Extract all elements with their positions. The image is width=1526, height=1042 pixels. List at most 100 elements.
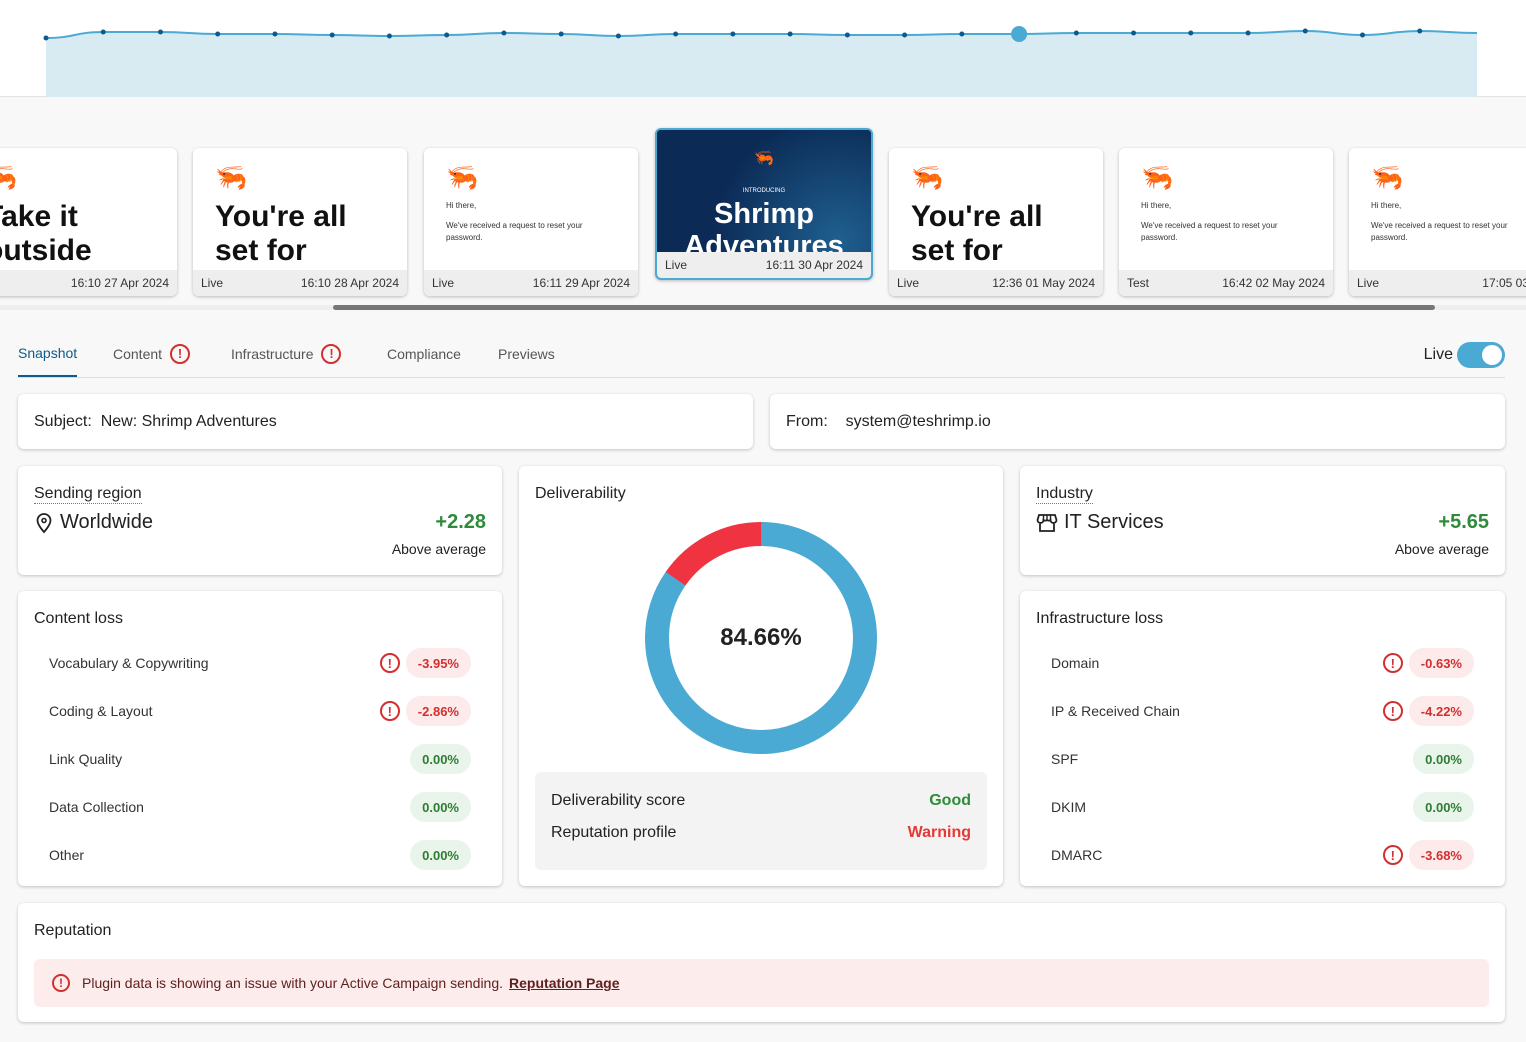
alert-icon: ! bbox=[170, 343, 191, 364]
preview-thumbnail[interactable]: 🦐 You're all set for Live 16:10 28 Apr 2024 bbox=[193, 148, 407, 296]
loss-name: Link Quality bbox=[49, 751, 123, 767]
tab-snapshot[interactable]: Snapshot bbox=[18, 330, 78, 377]
preview-footer: Live 16:10 28 Apr 2024 bbox=[193, 270, 407, 296]
loss-value-badge: 0.00% bbox=[1413, 744, 1474, 774]
shrimp-logo-icon: 🦐 bbox=[754, 150, 774, 167]
loss-row[interactable]: DMARC! -3.68% bbox=[1051, 840, 1474, 870]
timeline-point[interactable] bbox=[501, 30, 507, 36]
timeline-point[interactable] bbox=[329, 32, 335, 38]
preview-thumbnail[interactable]: 🦐 Take it outside 16:10 27 Apr 2024 bbox=[0, 148, 177, 296]
preview-thumbnail[interactable]: 🦐 Hi there, We've received a request to re… bbox=[424, 148, 638, 296]
preview-time: 16:10 27 Apr 2024 bbox=[70, 276, 169, 290]
loss-row[interactable]: Data Collection 0.00% bbox=[49, 792, 471, 822]
loss-row[interactable]: IP & Received Chain! -4.22% bbox=[1051, 696, 1474, 726]
preview-time: 16:42 02 May 2024 bbox=[1222, 276, 1325, 290]
loss-row[interactable]: Link Quality 0.00% bbox=[49, 744, 471, 774]
shrimp-logo-icon: 🦐 bbox=[1371, 162, 1404, 192]
loss-value-badge: -2.86% bbox=[405, 696, 471, 726]
industry-card: Industry IT Services +5.65 Above average bbox=[1020, 466, 1505, 575]
timeline-area bbox=[46, 31, 1477, 97]
shrimp-logo-icon: 🦐 bbox=[446, 162, 479, 192]
preview-time: 17:05 03 May bbox=[1482, 276, 1526, 290]
alert-icon: ! bbox=[379, 701, 400, 721]
loss-value-badge: -3.68% bbox=[1408, 840, 1474, 870]
loss-name: Coding & Layout bbox=[49, 703, 153, 719]
location-pin-icon bbox=[36, 512, 52, 533]
preview-time: 16:11 30 Apr 2024 bbox=[765, 258, 863, 272]
timeline-point[interactable] bbox=[844, 32, 850, 38]
loss-row[interactable]: DKIM 0.00% bbox=[1051, 792, 1474, 822]
timeline-point[interactable] bbox=[787, 31, 793, 37]
from-value: system@teshrimp.io bbox=[845, 412, 991, 430]
loss-row[interactable]: Other 0.00% bbox=[49, 840, 471, 870]
tab-content[interactable]: Content! bbox=[113, 330, 191, 377]
preview-text: We've received a request to reset your p… bbox=[1371, 221, 1508, 242]
from-card: From: system@teshrimp.io bbox=[770, 394, 1505, 449]
region-label[interactable]: Sending region bbox=[34, 485, 142, 504]
loss-name: Other bbox=[49, 847, 85, 863]
tab-bar: Snapshot Content! Infrastructure! Compli… bbox=[18, 330, 1505, 378]
loss-row[interactable]: Domain! -0.63% bbox=[1051, 648, 1474, 678]
industry-label[interactable]: Industry bbox=[1036, 485, 1093, 504]
preview-body: 🦐 Hi there, We've received a request to re… bbox=[1119, 148, 1333, 270]
content-loss-card: Content loss Vocabulary & Copywriting! -3… bbox=[18, 591, 502, 886]
toggle-switch[interactable] bbox=[1457, 342, 1505, 368]
loss-name: SPF bbox=[1051, 751, 1079, 767]
preview-status: Live bbox=[201, 276, 224, 290]
loss-row[interactable]: Coding & Layout! -2.86% bbox=[49, 696, 471, 726]
timeline-point[interactable] bbox=[100, 29, 106, 35]
preview-greeting: Hi there, bbox=[1371, 201, 1402, 210]
timeline-point[interactable] bbox=[730, 31, 736, 37]
timeline-point[interactable] bbox=[1131, 30, 1137, 36]
alert-icon: ! bbox=[321, 343, 342, 364]
carousel-scrollbar-thumb[interactable] bbox=[333, 305, 1435, 310]
preview-time: 16:11 29 Apr 2024 bbox=[532, 276, 630, 290]
score-value: Good bbox=[929, 792, 971, 809]
preview-body: 🦐 Hi there, We've received a request to re… bbox=[424, 148, 638, 270]
timeline-point-selected[interactable] bbox=[1011, 26, 1028, 42]
tab-label: Snapshot bbox=[18, 344, 78, 361]
timeline-point[interactable] bbox=[1417, 28, 1423, 34]
preview-thumbnail[interactable]: 🦐 INTRODUCING Shrimp Adventures Live 16:11 3… bbox=[655, 128, 873, 280]
live-toggle[interactable]: Live bbox=[1424, 342, 1505, 368]
timeline-point[interactable] bbox=[902, 32, 908, 38]
preview-footer: Live 17:05 03 May bbox=[1349, 270, 1526, 296]
tab-infrastructure[interactable]: Infrastructure! bbox=[231, 330, 342, 377]
reputation-page-link[interactable]: Reputation Page bbox=[509, 975, 620, 991]
timeline-point[interactable] bbox=[43, 35, 49, 41]
tab-previews[interactable]: Previews bbox=[498, 330, 555, 377]
loss-row[interactable]: SPF 0.00% bbox=[1051, 744, 1474, 774]
loss-name: Vocabulary & Copywriting bbox=[49, 655, 209, 671]
timeline-point[interactable] bbox=[615, 33, 621, 39]
loss-value-badge: 0.00% bbox=[410, 744, 471, 774]
preview-headline: You're all set for bbox=[911, 200, 1043, 267]
deliverability-donut bbox=[645, 522, 877, 754]
preview-status: Live bbox=[1357, 276, 1380, 290]
timeline-point[interactable] bbox=[272, 31, 278, 37]
tab-compliance[interactable]: Compliance bbox=[387, 330, 461, 377]
loss-row[interactable]: Vocabulary & Copywriting! -3.95% bbox=[49, 648, 471, 678]
preview-headline: Shrimp Adventures bbox=[684, 198, 844, 252]
infrastructure-loss-title: Infrastructure loss bbox=[1036, 610, 1164, 627]
timeline-point[interactable] bbox=[215, 31, 221, 37]
timeline-point[interactable] bbox=[1360, 32, 1366, 38]
preview-body: 🦐 You're all set for bbox=[193, 148, 407, 270]
timeline-point[interactable] bbox=[1302, 28, 1308, 34]
timeline-point[interactable] bbox=[444, 32, 450, 38]
preview-thumbnail[interactable]: 🦐 Hi there, We've received a request to re… bbox=[1349, 148, 1526, 296]
timeline-point[interactable] bbox=[157, 29, 163, 35]
preview-thumbnail[interactable]: 🦐 Hi there, We've received a request to re… bbox=[1119, 148, 1333, 296]
timeline-point[interactable] bbox=[558, 31, 564, 37]
timeline-point[interactable] bbox=[1245, 30, 1251, 36]
timeline-point[interactable] bbox=[1188, 30, 1194, 36]
timeline-point[interactable] bbox=[386, 33, 392, 39]
timeline-point[interactable] bbox=[673, 31, 679, 37]
region-value: Worldwide bbox=[60, 511, 153, 533]
preview-thumbnail[interactable]: 🦐 You're all set for Live 12:36 01 May 2024 bbox=[889, 148, 1103, 296]
loss-value-badge: -3.95% bbox=[405, 648, 471, 678]
timeline-point[interactable] bbox=[1073, 30, 1079, 36]
tab-label: Compliance bbox=[387, 345, 461, 362]
timeline-point[interactable] bbox=[959, 31, 965, 37]
alert-icon: ! bbox=[379, 653, 400, 673]
preview-body: 🦐 INTRODUCING Shrimp Adventures bbox=[657, 130, 871, 252]
